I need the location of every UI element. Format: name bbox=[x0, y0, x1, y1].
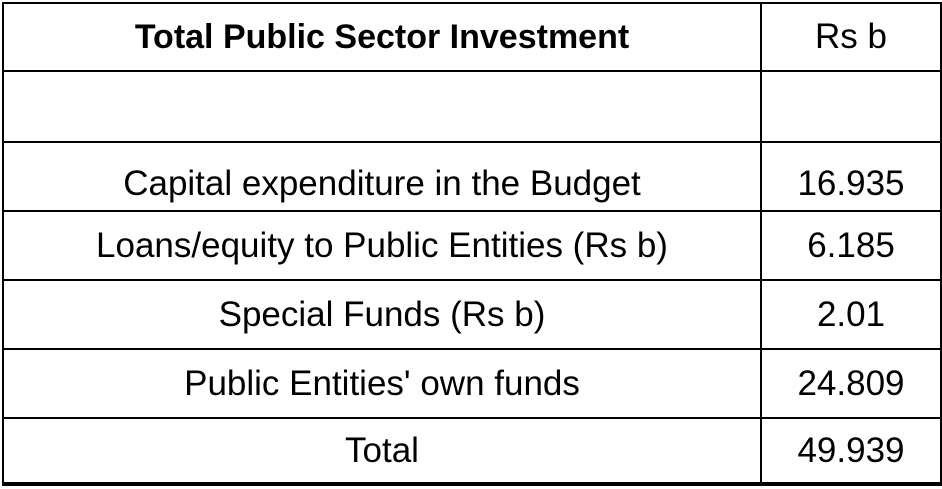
table-row: Special Funds (Rs b) 2.01 bbox=[2, 279, 942, 350]
unit-header: Rs b bbox=[760, 2, 942, 72]
row-label: Public Entities' own funds bbox=[2, 348, 762, 419]
total-value: 49.939 bbox=[760, 417, 942, 486]
row-label: Loans/equity to Public Entities (Rs b) bbox=[2, 210, 762, 281]
table-row: Public Entities' own funds 24.809 bbox=[2, 348, 942, 419]
row-value: 24.809 bbox=[760, 348, 942, 419]
row-label: Capital expenditure in the Budget bbox=[2, 141, 762, 212]
total-row: Total 49.939 bbox=[2, 417, 942, 486]
table-row: Capital expenditure in the Budget 16.935 bbox=[2, 141, 942, 212]
table-title: Total Public Sector Investment bbox=[2, 2, 762, 72]
row-value: 6.185 bbox=[760, 210, 942, 281]
row-value: 16.935 bbox=[760, 141, 942, 212]
row-label: Special Funds (Rs b) bbox=[2, 279, 762, 350]
row-value: 2.01 bbox=[760, 279, 942, 350]
header-row: Total Public Sector Investment Rs b bbox=[2, 2, 942, 72]
blank-label-cell bbox=[2, 70, 762, 143]
blank-row bbox=[2, 70, 942, 143]
blank-value-cell bbox=[760, 70, 942, 143]
total-label: Total bbox=[2, 417, 762, 486]
table-row: Loans/equity to Public Entities (Rs b) 6… bbox=[2, 210, 942, 281]
